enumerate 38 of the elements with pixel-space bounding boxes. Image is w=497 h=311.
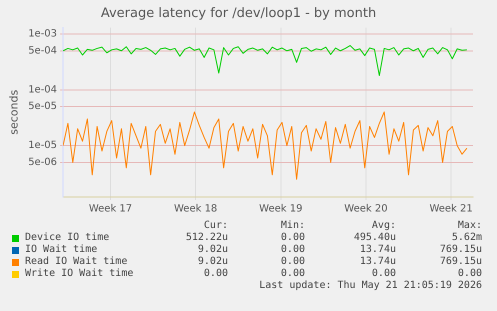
text: 13.74u [358,256,396,268]
legend-label: Write IO Wait time [25,268,134,280]
text: 769.15u [438,244,482,256]
y-tick-label: 5e-06 [28,156,58,168]
text: 0.00 [280,232,305,244]
text: 512.22u [184,232,228,244]
text: 9.02u [196,244,228,256]
x-tick-label: Week 20 [344,204,388,215]
y-axis-title: seconds [7,90,20,135]
x-tick-label: Week 19 [259,204,302,215]
legend-label: IO Wait time [25,244,98,256]
text: 769.15u [438,256,482,268]
x-tick-label: Week 17 [88,204,132,215]
text: 0.00 [370,268,396,280]
text: 0.00 [280,256,305,268]
y-tick-label: 1e-05 [28,140,58,152]
x-tick-label: Week 21 [429,204,473,215]
text: 13.74u [358,244,396,256]
y-tick-label: 1e-04 [28,84,58,96]
text: Avg: [370,220,396,232]
text: 9.02u [196,256,228,268]
text: 0.00 [202,268,228,280]
x-tick-label: Week 18 [174,204,218,215]
y-tick-label: 1e-03 [28,28,58,40]
text: Last update: Thu May 21 21:05:19 2026 [258,280,482,292]
text: Max: [456,220,482,232]
y-tick-label: 5e-04 [28,45,58,56]
text: Cur: [202,220,228,232]
legend-label: Device IO time [25,232,110,244]
text: Min: [280,220,305,232]
text: 495.40u [352,232,396,244]
chart-title: Average latency for /dev/loop1 - by month [100,6,376,22]
text: 0.00 [456,268,482,280]
text: 0.00 [280,244,305,256]
y-tick-label: 5e-05 [28,101,58,112]
text: 5.62m [450,232,482,244]
legend-label: Read IO Wait time [25,256,128,268]
text: 0.00 [280,268,305,280]
